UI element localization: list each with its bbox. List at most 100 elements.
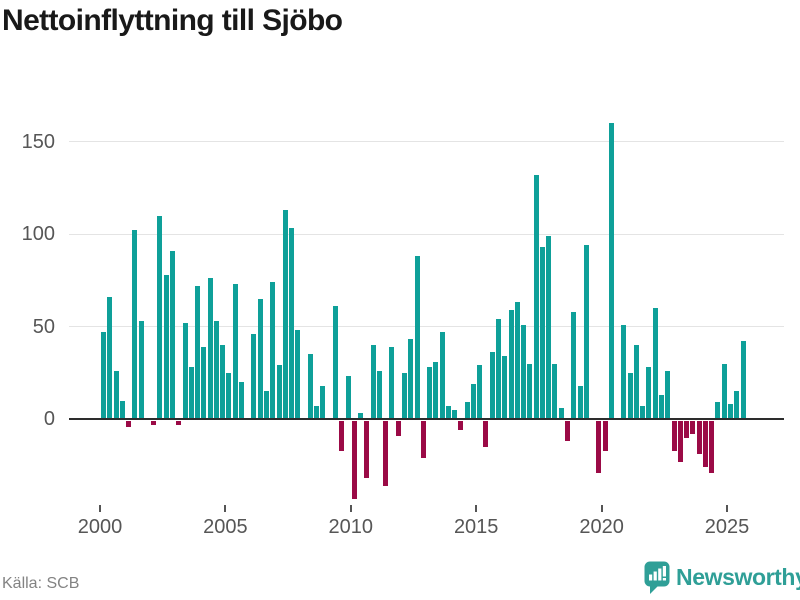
bar-positive xyxy=(577,385,583,419)
bar-positive xyxy=(119,400,125,419)
bar-negative xyxy=(602,421,608,451)
bar-positive xyxy=(546,235,552,419)
x-axis-label: 2020 xyxy=(579,516,624,538)
bar-positive xyxy=(433,361,439,419)
bar-positive xyxy=(314,406,320,419)
bar-positive xyxy=(652,308,658,419)
bar-positive xyxy=(282,209,288,419)
bar-negative xyxy=(709,421,715,473)
bar-positive xyxy=(138,320,144,419)
brand-name: Newsworthy xyxy=(676,564,800,590)
bar-negative xyxy=(458,421,464,431)
gridline xyxy=(69,326,784,327)
x-axis-label: 2025 xyxy=(704,516,750,538)
bar-negative xyxy=(176,421,182,425)
bar-negative xyxy=(420,421,426,458)
x-axis-label: 2000 xyxy=(77,516,123,538)
y-axis-label: 100 xyxy=(21,223,55,245)
bar-positive xyxy=(201,346,207,419)
bar-positive xyxy=(264,391,270,419)
bar-positive xyxy=(345,376,351,419)
bar-positive xyxy=(238,382,244,419)
bar-positive xyxy=(370,345,376,419)
x-axis-label: 2015 xyxy=(453,516,499,538)
bar-positive xyxy=(640,406,646,419)
bar-positive xyxy=(633,345,639,419)
bar-positive xyxy=(132,230,138,419)
bar-positive xyxy=(659,394,665,419)
bar-positive xyxy=(307,354,313,419)
bar-negative xyxy=(151,421,157,425)
y-axis-label: 150 xyxy=(21,130,55,153)
bar-positive xyxy=(163,274,169,419)
bar-positive xyxy=(207,278,213,419)
bar-positive xyxy=(226,372,232,419)
bar-positive xyxy=(427,367,433,419)
bar-positive xyxy=(251,333,257,419)
bar-negative xyxy=(364,421,370,479)
bar-positive xyxy=(414,256,420,419)
bar-negative xyxy=(564,421,570,442)
bar-positive xyxy=(740,341,746,419)
bar-negative xyxy=(483,421,489,447)
bar-positive xyxy=(508,309,514,419)
bar-positive xyxy=(571,311,577,419)
bar-positive xyxy=(157,215,163,419)
x-axis-tick xyxy=(475,505,478,512)
bar-positive xyxy=(533,174,539,419)
bar-positive xyxy=(257,298,263,419)
bar-positive xyxy=(213,320,219,419)
bar-positive xyxy=(539,246,545,419)
bar-positive xyxy=(195,285,201,419)
x-axis-line xyxy=(69,418,784,420)
bar-positive xyxy=(107,296,113,419)
bar-positive xyxy=(182,322,188,419)
bar-positive xyxy=(389,346,395,419)
x-axis-tick xyxy=(349,505,352,512)
x-axis-label: 2010 xyxy=(328,516,374,538)
bar-positive xyxy=(320,385,326,419)
y-axis-label: 50 xyxy=(32,315,55,338)
bar-positive xyxy=(470,383,476,419)
brand-logo: Newsworthy xyxy=(644,561,800,595)
bar-positive xyxy=(101,332,106,419)
bar-positive xyxy=(169,250,175,419)
bar-positive xyxy=(408,339,414,419)
bar-positive xyxy=(646,367,652,419)
bar-positive xyxy=(439,332,445,419)
bar-positive xyxy=(232,283,238,419)
bar-negative xyxy=(126,421,132,427)
bar-negative xyxy=(395,421,401,436)
bar-positive xyxy=(358,413,364,419)
bar-negative xyxy=(596,421,602,473)
bar-positive xyxy=(527,363,533,419)
bar-positive xyxy=(452,409,458,419)
bar-negative xyxy=(339,421,345,451)
bar-positive xyxy=(295,330,301,419)
bar-positive xyxy=(502,356,508,419)
x-axis-tick xyxy=(224,505,227,512)
x-axis-tick xyxy=(600,505,603,512)
bar-positive xyxy=(521,324,527,419)
bar-positive xyxy=(376,370,382,419)
bar-positive xyxy=(665,370,671,419)
x-axis-tick xyxy=(726,505,728,512)
bar-positive xyxy=(514,302,520,419)
bar-positive xyxy=(552,363,558,419)
bar-positive xyxy=(489,352,495,419)
gridline xyxy=(69,233,784,235)
x-axis-tick xyxy=(99,505,101,512)
bar-positive xyxy=(401,372,407,419)
gridline xyxy=(69,141,784,142)
bar-positive xyxy=(621,324,627,419)
bar-negative xyxy=(696,421,702,455)
bar-positive xyxy=(608,123,614,419)
bar-negative xyxy=(684,421,690,438)
bar-positive xyxy=(464,402,470,419)
bar-positive xyxy=(289,228,295,419)
bar-positive xyxy=(477,365,483,419)
newsworthy-icon xyxy=(644,561,670,594)
bar-positive xyxy=(445,406,451,419)
bar-positive xyxy=(715,402,721,419)
